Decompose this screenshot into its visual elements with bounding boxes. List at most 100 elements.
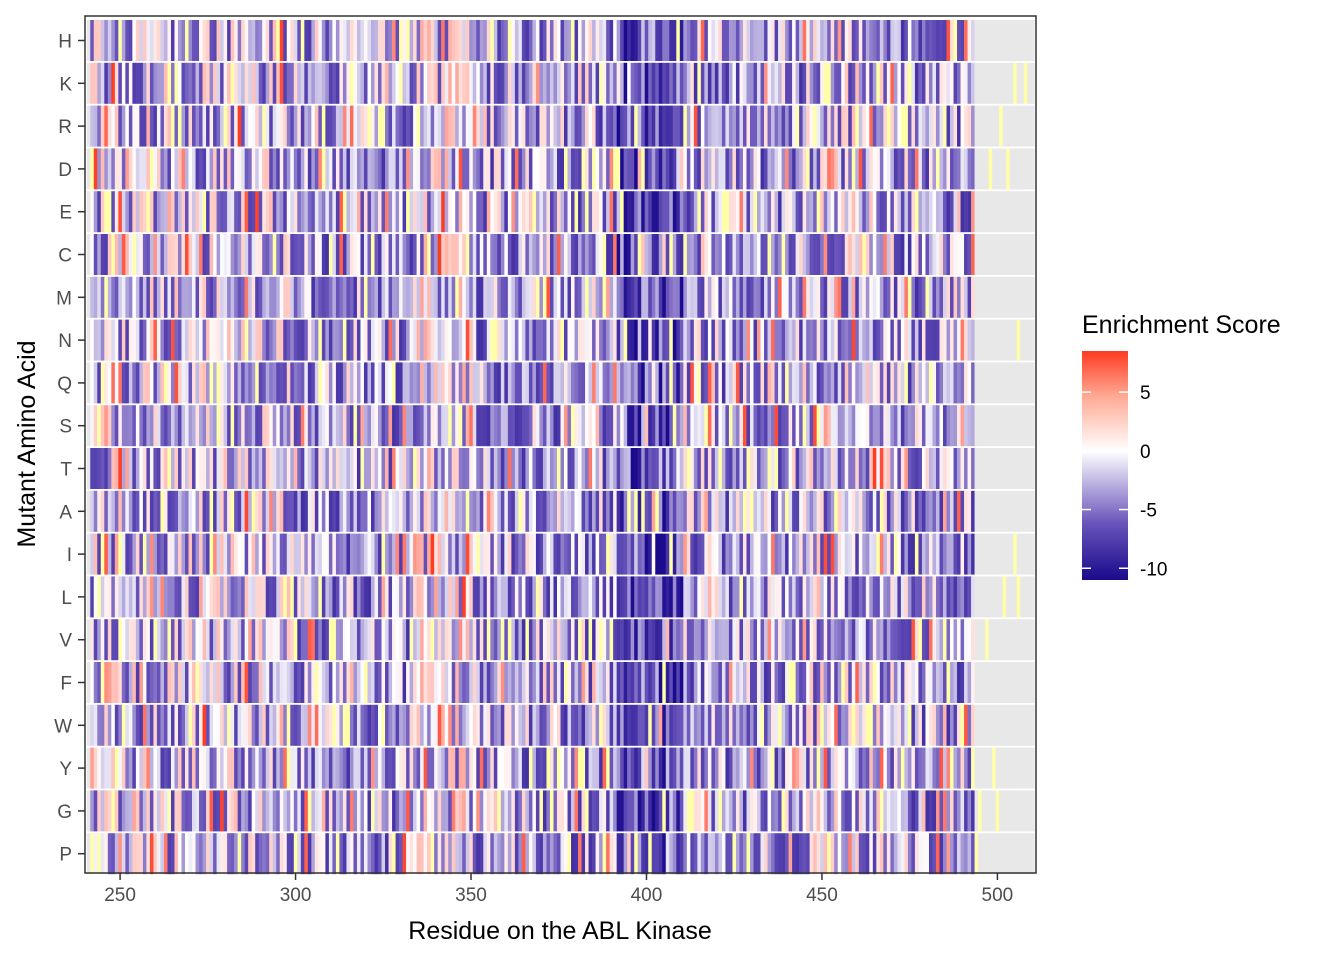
heatmap-cell <box>725 105 730 147</box>
heatmap-cell <box>834 362 839 404</box>
heatmap-cell <box>627 490 631 532</box>
heatmap-cell <box>300 234 305 275</box>
heatmap-cell <box>742 490 747 532</box>
heatmap-cell <box>528 448 533 489</box>
heatmap-cell <box>286 191 291 233</box>
heatmap-cell <box>371 790 375 832</box>
heatmap-cell <box>623 448 628 489</box>
heatmap-cell <box>676 405 681 447</box>
heatmap-cell <box>700 490 705 532</box>
heatmap-cell <box>276 276 281 318</box>
heatmap-cell <box>444 619 449 661</box>
heatmap-cell <box>848 62 853 104</box>
heatmap-cell <box>353 62 358 104</box>
heatmap-cell <box>220 148 224 190</box>
heatmap-cell <box>564 405 568 447</box>
heatmap-cell <box>634 20 638 61</box>
heatmap-cell <box>764 191 768 233</box>
heatmap-cell <box>739 276 744 318</box>
heatmap-cell <box>693 405 698 447</box>
heatmap-cell <box>111 191 116 233</box>
heatmap-cell <box>139 704 144 746</box>
heatmap-cell <box>637 362 642 404</box>
heatmap-cell <box>514 662 519 703</box>
heatmap-cell <box>258 405 263 447</box>
heatmap-cell <box>1009 148 1014 190</box>
heatmap-cell <box>135 234 140 275</box>
heatmap-cell <box>111 790 116 832</box>
heatmap-cell <box>388 747 393 789</box>
heatmap-cell <box>195 790 200 832</box>
heatmap-cell <box>546 619 551 661</box>
heatmap-cell <box>974 747 979 789</box>
heatmap-cell <box>862 191 867 233</box>
heatmap-cell <box>676 148 681 190</box>
heatmap-cell <box>735 533 740 575</box>
heatmap-cell <box>90 405 95 447</box>
heatmap-cell <box>774 148 779 190</box>
heatmap-cell <box>128 276 133 318</box>
heatmap-cell <box>409 319 414 361</box>
heatmap-cell <box>560 62 565 104</box>
heatmap-cell <box>521 790 526 832</box>
heatmap-cell <box>223 704 228 746</box>
heatmap-cell <box>806 319 810 361</box>
heatmap-cell <box>216 576 221 618</box>
heatmap-cell <box>139 319 144 361</box>
heatmap-cell <box>556 448 561 489</box>
heatmap-cell <box>493 662 498 703</box>
heatmap-cell <box>858 533 863 575</box>
heatmap-cell <box>932 619 937 661</box>
heatmap-cell <box>479 576 484 618</box>
heatmap-cell <box>658 533 663 575</box>
heatmap-cell <box>637 62 642 104</box>
heatmap-cell <box>637 448 642 489</box>
heatmap-cell <box>630 20 635 61</box>
heatmap-cell <box>869 191 874 233</box>
heatmap-cell <box>462 148 467 190</box>
heatmap-cell <box>904 362 909 404</box>
heatmap-cell <box>318 191 323 233</box>
heatmap-cell <box>135 790 140 832</box>
heatmap-cell <box>841 105 846 147</box>
heatmap-cell <box>592 405 596 447</box>
heatmap-cell <box>206 234 210 275</box>
heatmap-cell <box>188 319 193 361</box>
heatmap-cell <box>156 747 161 789</box>
heatmap-cell <box>528 62 533 104</box>
heatmap-cell <box>420 362 424 404</box>
heatmap-cell <box>539 105 544 147</box>
heatmap-cell <box>476 747 481 789</box>
heatmap-cell <box>627 619 631 661</box>
heatmap-cell <box>328 747 333 789</box>
heatmap-cell <box>750 405 754 447</box>
heatmap-cell <box>497 148 502 190</box>
heatmap-cell <box>893 191 898 233</box>
heatmap-cell <box>567 619 572 661</box>
heatmap-cell <box>918 533 923 575</box>
heatmap-cell <box>623 148 628 190</box>
heatmap-cell <box>244 576 249 618</box>
heatmap-cell <box>781 319 786 361</box>
heatmap-cell <box>953 662 958 703</box>
heatmap-cell <box>676 105 681 147</box>
heatmap-cell <box>135 490 140 532</box>
heatmap-cell <box>188 490 193 532</box>
heatmap-cell <box>195 533 200 575</box>
heatmap-cell <box>437 191 442 233</box>
heatmap-cell <box>223 362 228 404</box>
heatmap-cell <box>757 747 761 789</box>
heatmap-cell <box>465 20 470 61</box>
heatmap-cell <box>585 20 589 61</box>
heatmap-cell <box>795 148 800 190</box>
heatmap-cell <box>911 148 916 190</box>
heatmap-cell <box>149 62 154 104</box>
heatmap-cell <box>121 619 126 661</box>
heatmap-cell <box>283 747 288 789</box>
heatmap-cell <box>693 747 698 789</box>
heatmap-cell <box>437 319 442 361</box>
heatmap-cell <box>416 105 421 147</box>
heatmap-cell <box>167 405 172 447</box>
heatmap-cell <box>272 20 277 61</box>
heatmap-cell <box>462 790 467 832</box>
